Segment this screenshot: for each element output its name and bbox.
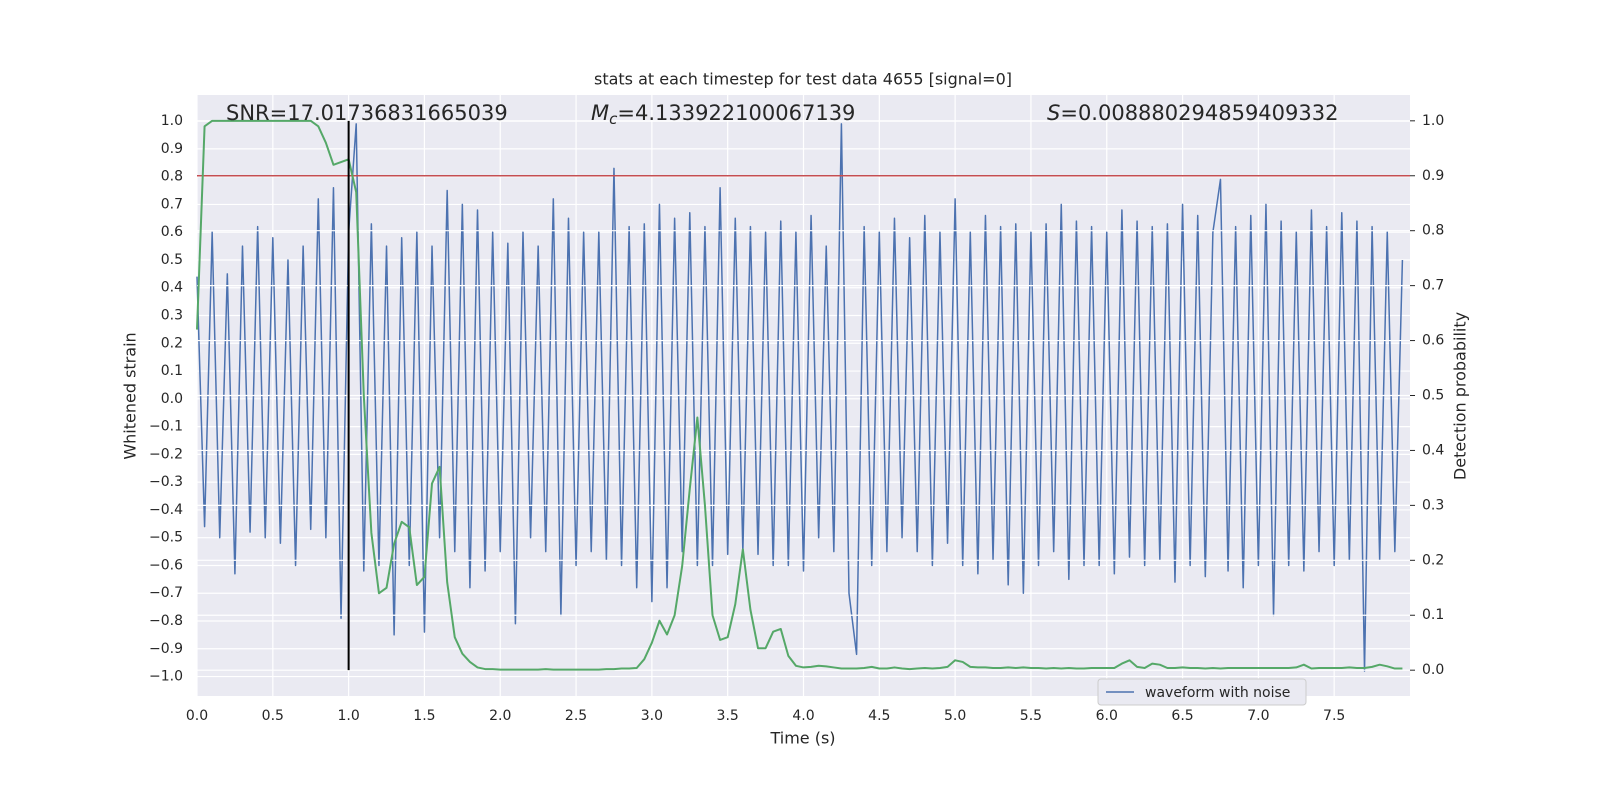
annotation: Mc=4.133922100067139 — [591, 101, 855, 128]
y-tick-label: 0.3 — [161, 308, 183, 324]
y2-tick-label: 0.1 — [1422, 607, 1444, 623]
x-tick-label: 1.5 — [413, 708, 435, 724]
annotation: S=0.008880294859409332 — [1047, 101, 1338, 125]
y-tick-label: 0.8 — [161, 169, 183, 185]
y-tick-label: −0.7 — [149, 585, 183, 601]
y-tick-label: 0.2 — [161, 335, 183, 351]
y2-tick-label: 0.2 — [1422, 552, 1444, 568]
x-tick-label: 4.0 — [792, 708, 814, 724]
y-tick-label: −0.4 — [149, 502, 183, 518]
y2-tick-label: 0.3 — [1422, 497, 1444, 513]
x-tick-label: 4.5 — [868, 708, 890, 724]
y2-tick-label: 0.7 — [1422, 278, 1444, 294]
series-line — [196, 119, 1403, 671]
y2-tick-label: 0.0 — [1422, 662, 1444, 678]
x-tick-label: 1.0 — [337, 708, 359, 724]
x-tick-label: 3.0 — [641, 708, 663, 724]
x-tick-label: 6.0 — [1096, 708, 1118, 724]
y-tick-label: 0.7 — [161, 196, 183, 212]
x-tick-label: 2.5 — [565, 708, 587, 724]
y-tick-label: −0.1 — [149, 419, 183, 435]
y-tick-label: −0.3 — [149, 474, 183, 490]
y-tick-label: 0.6 — [161, 224, 183, 240]
x-tick-label: 3.5 — [717, 708, 739, 724]
annotation-symbol: S — [1047, 101, 1060, 125]
annotation-text: =0.008880294859409332 — [1060, 101, 1338, 125]
y-tick-label: −0.6 — [149, 557, 183, 573]
x-tick-label: 2.0 — [489, 708, 511, 724]
annotation-symbol: M — [591, 101, 609, 125]
x-axis-label: Time (s) — [769, 729, 835, 748]
y-tick-label: 0.0 — [161, 391, 183, 407]
y-tick-label: 0.9 — [161, 141, 183, 157]
y2-tick-label: 1.0 — [1422, 113, 1444, 129]
y2-tick-label: 0.8 — [1422, 223, 1444, 239]
x-tick-label: 5.5 — [1020, 708, 1042, 724]
y-tick-label: −0.2 — [149, 446, 183, 462]
y-axis-label: Whitened strain — [121, 332, 140, 459]
y-tick-label: 0.4 — [161, 280, 183, 296]
y2-tick-label: 0.9 — [1422, 168, 1444, 184]
y-tick-label: −0.8 — [149, 613, 183, 629]
y-tick-label: −1.0 — [149, 669, 183, 685]
y-tick-label: −0.9 — [149, 641, 183, 657]
x-tick-label: 6.5 — [1171, 708, 1193, 724]
x-tick-label: 7.0 — [1247, 708, 1269, 724]
legend-box — [1097, 678, 1307, 706]
annotation-text: =4.133922100067139 — [617, 101, 855, 125]
x-tick-label: 0.0 — [186, 708, 208, 724]
y2-tick-label: 0.6 — [1422, 333, 1444, 349]
x-tick-label: 5.0 — [944, 708, 966, 724]
y-tick-label: 0.5 — [161, 252, 183, 268]
y-tick-label: 1.0 — [161, 113, 183, 129]
annotation: SNR=17.01736831665039 — [226, 101, 508, 125]
x-tick-label: 0.5 — [262, 708, 284, 724]
annotation-subscript: c — [609, 110, 618, 128]
y-tick-label: −0.5 — [149, 530, 183, 546]
y2-axis-label: Detection probability — [1451, 312, 1470, 480]
y-tick-label: 0.1 — [161, 363, 183, 379]
chart-title: stats at each timestep for test data 465… — [594, 70, 1012, 89]
annotation-text: SNR=17.01736831665039 — [226, 101, 508, 125]
y2-tick-label: 0.5 — [1422, 388, 1444, 404]
y2-tick-label: 0.4 — [1422, 442, 1444, 458]
x-tick-label: 7.5 — [1323, 708, 1345, 724]
legend-label: waveform with noise — [1145, 685, 1290, 701]
